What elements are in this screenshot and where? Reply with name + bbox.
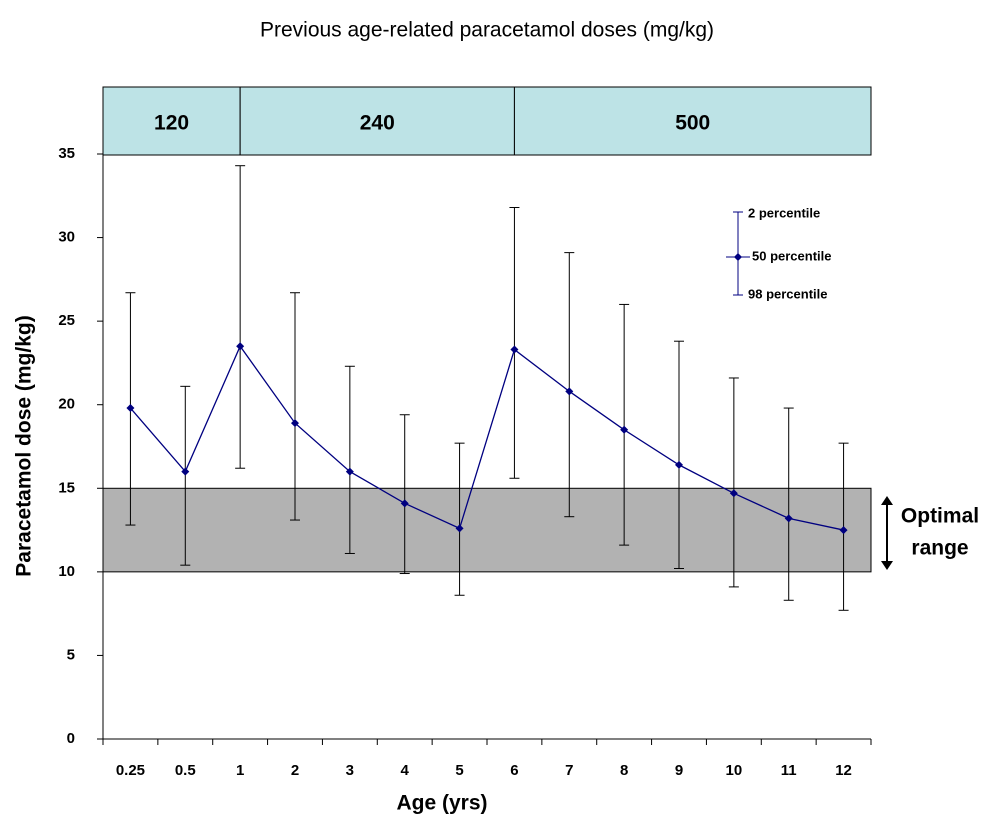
x-tick-label: 0.25 [116,762,145,779]
x-tick-label: 1 [236,762,244,779]
x-tick-label: 2 [291,762,299,779]
x-tick-label: 8 [620,762,628,779]
point [620,425,629,434]
x-tick-label: 5 [455,762,463,779]
point [126,404,135,413]
point [400,499,409,508]
y-tick-label: 20 [58,396,75,413]
x-tick-label: 4 [401,762,410,779]
point [236,342,245,351]
x-tick-label: 9 [675,762,683,779]
x-tick-label: 7 [565,762,573,779]
point [181,467,190,476]
point [784,514,793,523]
chart-title: Previous age-related paracetamol doses (… [260,19,714,42]
x-tick-label: 12 [835,762,852,779]
y-tick-label: 30 [58,229,75,246]
x-tick-label: 11 [781,762,797,779]
range-label: Optimal [901,505,979,528]
legend-label: 2 percentile [748,205,820,220]
point [565,387,574,396]
y-tick-label: 35 [58,145,75,162]
dose-band-label: 120 [154,112,189,135]
range-arrow-heads [881,496,893,570]
dose-band [102,86,241,156]
point [510,345,519,354]
series-line [129,344,844,531]
x-tick-label: 3 [346,762,354,779]
y-axis-label: Paracetamol dose (mg/kg) [13,315,36,576]
legend-label: 98 percentile [748,286,828,301]
range-label: range [911,537,968,560]
point [455,524,464,533]
point [729,489,738,498]
y-tick-label: 15 [58,479,75,496]
y-tick-label: 10 [58,563,75,580]
x-tick-label: 10 [726,762,743,779]
point [345,467,354,476]
y-tick-label: 25 [58,312,75,329]
x-tick-label: 0.5 [175,762,196,779]
dose-band-label: 500 [675,112,710,135]
x-tick-label: 6 [510,762,518,779]
dose-band-label: 240 [360,112,395,135]
point [839,526,848,535]
dose-band [513,86,872,156]
point [291,419,299,428]
legend-label: 50 percentile [752,248,832,263]
legend-point [734,253,742,261]
point [675,460,683,469]
optimal-range [102,487,872,573]
x-axis-label: Age (yrs) [396,792,487,815]
y-tick-label: 5 [67,646,75,663]
y-tick-label: 0 [67,730,75,747]
